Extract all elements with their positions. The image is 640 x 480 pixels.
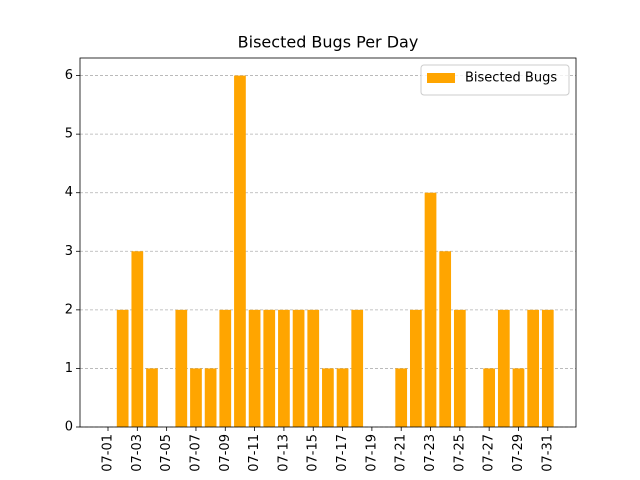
- y-tick-label: 5: [65, 127, 73, 142]
- bar: [234, 75, 246, 428]
- bar: [409, 309, 422, 427]
- y-tick-label: 0: [65, 420, 73, 435]
- y-tick-label: 6: [65, 68, 73, 83]
- y-tick-label: 3: [65, 244, 73, 259]
- tick-layer: 0 1 2 3 4 5 6 07-01 07-03 07-05 07-07 07-09 07-11 07-…: [65, 68, 556, 472]
- x-tick-label: 07-27: [482, 434, 497, 472]
- bar: [395, 368, 408, 427]
- y-tick-label: 2: [65, 302, 73, 317]
- legend-box: [420, 64, 570, 96]
- legend: Bisected Bugs: [420, 64, 570, 96]
- x-tick-label: 07-25: [452, 434, 467, 472]
- bar: [248, 309, 261, 427]
- bar: [424, 192, 437, 427]
- bar: [263, 309, 276, 427]
- y-tick-label: 1: [65, 361, 73, 376]
- bar: [278, 309, 290, 427]
- bar: [190, 368, 202, 427]
- bar: [483, 368, 496, 427]
- bar-layer: [116, 75, 554, 428]
- y-tick-label: 4: [65, 185, 73, 200]
- x-tick-label: 07-01: [101, 434, 116, 472]
- x-tick-label: 07-13: [276, 434, 291, 472]
- bar: [453, 309, 466, 427]
- x-tick-label: 07-23: [423, 434, 438, 472]
- bar: [116, 309, 129, 427]
- x-tick-label: 07-09: [218, 434, 233, 472]
- x-tick-label: 07-07: [188, 434, 203, 472]
- legend-label: Bisected Bugs: [465, 71, 557, 86]
- x-tick-label: 07-11: [247, 434, 262, 472]
- bar: [497, 309, 510, 427]
- bar: [307, 309, 320, 427]
- bar: [541, 309, 554, 427]
- chart-title: Bisected Bugs Per Day: [238, 33, 419, 52]
- bar: [204, 368, 217, 427]
- x-tick-label: 07-17: [335, 434, 350, 472]
- x-tick-label: 07-05: [159, 434, 174, 472]
- bar: [512, 368, 525, 427]
- x-tick-label: 07-21: [394, 434, 409, 472]
- bar: [131, 251, 144, 427]
- plot-frame: [79, 57, 577, 428]
- bar: [219, 309, 232, 427]
- bar: [439, 251, 452, 427]
- x-tick-label: 07-29: [511, 434, 526, 472]
- x-tick-label: 07-15: [306, 434, 321, 472]
- x-tick-label: 07-19: [364, 434, 379, 472]
- bar: [351, 309, 364, 427]
- legend-swatch: [427, 73, 455, 83]
- bar: [527, 309, 540, 427]
- bar: [175, 309, 188, 427]
- bar: [292, 309, 305, 427]
- x-tick-label: 07-31: [540, 434, 555, 472]
- bar: [322, 368, 334, 427]
- bar: [336, 368, 349, 427]
- x-tick-label: 07-03: [130, 434, 145, 472]
- bar: [146, 368, 158, 427]
